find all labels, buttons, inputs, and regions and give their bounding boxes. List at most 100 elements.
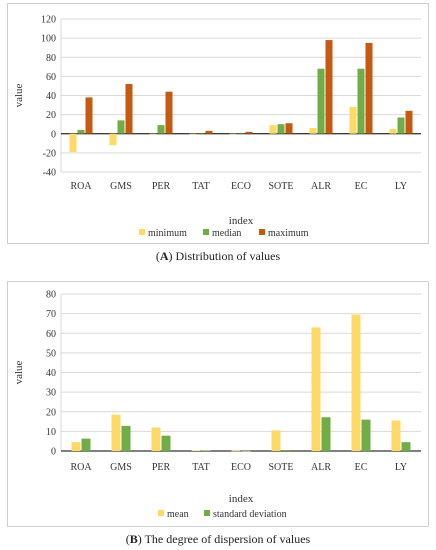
y-tick-label: -40	[43, 168, 56, 179]
x-tick-label: TAT	[192, 181, 210, 192]
x-tick-label: ALR	[311, 462, 331, 473]
legend-swatch-standard-deviation	[204, 510, 210, 516]
y-tick-label: 50	[46, 348, 56, 359]
bar-minimum-tat	[189, 133, 197, 135]
legend-label-median: median	[212, 228, 241, 239]
bar-standard-deviation-gms	[121, 425, 131, 451]
y-tick-label: 120	[41, 15, 56, 26]
caption-a-text: Distribution of values	[172, 249, 281, 263]
x-tick-label: ROA	[70, 181, 92, 192]
bar-minimum-per	[149, 133, 157, 135]
x-tick-label: TAT	[192, 462, 210, 473]
x-axis-label: index	[229, 493, 254, 505]
bar-minimum-sote	[269, 125, 277, 134]
x-tick-label: PER	[152, 462, 171, 473]
bar-standard-deviation-eco	[241, 450, 251, 452]
bar-minimum-ly	[389, 128, 397, 134]
y-tick-label: 80	[46, 290, 56, 301]
y-tick-label: 0	[51, 447, 56, 458]
bar-standard-deviation-per	[161, 435, 171, 451]
bar-mean-ec	[351, 314, 361, 451]
bar-median-tat	[197, 133, 205, 135]
chart-panel-distribution: -40 -20 0 20 40 60 80 100 120 ROA GMS PER TAT ECO SOTE…	[7, 3, 429, 244]
x-tick-label: ROA	[70, 462, 92, 473]
y-tick-label: 20	[46, 110, 56, 121]
bar-maximum-sote	[285, 123, 293, 134]
x-tick-label: LY	[395, 181, 407, 192]
y-tick-label: 40	[46, 91, 56, 102]
bar-minimum-gms	[109, 133, 117, 146]
y-tick-label: 60	[46, 72, 56, 83]
x-tick-label: SOTE	[269, 462, 294, 473]
bar-mean-per	[151, 427, 161, 451]
legend-swatch-mean	[158, 510, 164, 516]
y-tick-label: 0	[51, 129, 56, 140]
bar-maximum-ec	[365, 42, 373, 134]
bar-maximum-eco	[245, 131, 253, 134]
legend-swatch-median	[203, 229, 209, 235]
bar-standard-deviation-tat	[201, 450, 211, 452]
bar-standard-deviation-ec	[361, 419, 371, 451]
bar-median-ly	[397, 117, 405, 134]
bar-median-roa	[77, 129, 85, 134]
y-tick-label: 10	[46, 427, 56, 438]
y-tick-label: 30	[46, 388, 56, 399]
caption-b: (B) The degree of dispersion of values	[125, 532, 311, 546]
x-tick-label: ECO	[231, 181, 251, 192]
bar-standard-deviation-alr	[321, 417, 331, 451]
bar-mean-sote	[271, 430, 281, 451]
legend-label-standard-deviation: standard deviation	[213, 509, 287, 520]
y-tick-label: -20	[43, 148, 56, 159]
bar-median-per	[157, 125, 165, 134]
bar-median-ec	[357, 68, 365, 134]
bar-maximum-gms	[125, 84, 133, 134]
bar-median-gms	[117, 120, 125, 134]
y-tick-label: 80	[46, 53, 56, 64]
chart-panel-dispersion: 0 10 20 30 40 50 60 70 80 ROA GMS PER TAT ECO SOTE ALR E…	[7, 281, 429, 527]
caption-b-tag: B	[129, 532, 138, 546]
dispersion-chart: 0 10 20 30 40 50 60 70 80 ROA GMS PER TAT ECO SOTE ALR E…	[13, 290, 421, 520]
bar-maximum-tat	[205, 130, 213, 134]
caption-a-tag: A	[159, 249, 169, 263]
bar-maximum-per	[165, 91, 173, 134]
legend-label-mean: mean	[167, 509, 189, 520]
bar-median-sote	[277, 124, 285, 134]
legend-label-maximum: maximum	[268, 228, 309, 239]
bar-minimum-ec	[349, 106, 357, 134]
x-tick-label: EC	[355, 181, 368, 192]
bar-mean-ly	[391, 420, 401, 451]
x-tick-label: EC	[355, 462, 368, 473]
y-tick-label: 100	[41, 34, 56, 45]
bar-maximum-ly	[405, 110, 413, 134]
bar-median-eco	[237, 133, 245, 135]
x-tick-label: LY	[395, 462, 407, 473]
x-tick-label: ECO	[231, 462, 251, 473]
bar-minimum-roa	[69, 133, 77, 152]
y-tick-label: 40	[46, 368, 56, 379]
bar-standard-deviation-sote	[281, 450, 291, 451]
bar-minimum-eco	[229, 133, 237, 135]
bar-maximum-roa	[85, 97, 93, 134]
x-tick-label: ALR	[311, 181, 331, 192]
bar-mean-eco	[231, 450, 241, 452]
bar-standard-deviation-roa	[81, 438, 91, 451]
x-tick-label: GMS	[110, 462, 132, 473]
legend-swatch-maximum	[259, 229, 265, 235]
bar-standard-deviation-ly	[401, 442, 411, 451]
bar-mean-roa	[71, 442, 81, 451]
bar-maximum-alr	[325, 40, 333, 134]
distribution-chart: -40 -20 0 20 40 60 80 100 120 ROA GMS PER TAT ECO SOTE…	[13, 15, 421, 239]
y-tick-label: 70	[46, 309, 56, 320]
bar-mean-alr	[311, 327, 321, 451]
legend-label-minimum: minimum	[148, 228, 187, 239]
x-tick-label: SOTE	[269, 181, 294, 192]
bar-mean-gms	[111, 414, 121, 451]
caption-b-text: The degree of dispersion of values	[141, 532, 311, 546]
x-tick-label: PER	[152, 181, 171, 192]
caption-a: (A) Distribution of values	[155, 249, 281, 263]
bar-median-alr	[317, 68, 325, 134]
x-axis-label: index	[229, 215, 254, 227]
y-tick-label: 60	[46, 329, 56, 340]
y-axis-label: value	[13, 360, 25, 384]
legend-swatch-minimum	[139, 229, 145, 235]
